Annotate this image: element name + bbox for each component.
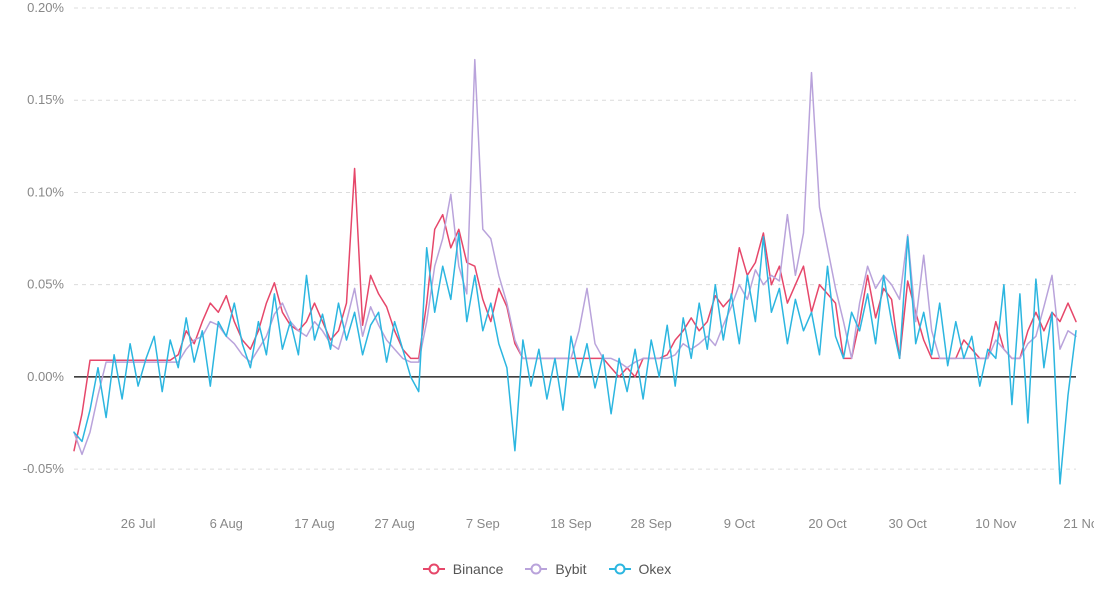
legend-marker [614, 564, 625, 575]
x-tick-label: 6 Aug [210, 516, 243, 531]
y-tick-label: 0.10% [27, 184, 64, 199]
y-tick-label: 0.15% [27, 92, 64, 107]
x-tick-label: 21 Nov [1063, 516, 1094, 531]
chart-canvas: -0.05% 0.00% 0.05% 0.10% 0.15% 0.20% 26 Jul 6 A… [0, 0, 1094, 591]
x-tick-label: 18 Sep [550, 516, 591, 531]
x-tick-label: 7 Sep [466, 516, 500, 531]
funding-rate-chart: -0.05% 0.00% 0.05% 0.10% 0.15% 0.20% 26 Jul 6 A… [0, 0, 1094, 591]
legend-marker [531, 564, 542, 575]
y-tick-label: -0.05% [23, 461, 65, 476]
y-tick-label: 0.20% [27, 0, 64, 15]
x-tick-label: 17 Aug [294, 516, 335, 531]
x-tick-label: 26 Jul [121, 516, 156, 531]
legend-item-bybit[interactable]: Bybit [525, 561, 586, 577]
legend-item-okex[interactable]: Okex [609, 561, 672, 577]
x-tick-label: 20 Oct [808, 516, 847, 531]
x-tick-label: 30 Oct [889, 516, 928, 531]
legend-label: Okex [639, 561, 672, 577]
legend-swatch-bybit [525, 563, 547, 575]
legend-marker [428, 564, 439, 575]
x-tick-label: 28 Sep [631, 516, 672, 531]
y-tick-label: 0.05% [27, 277, 64, 292]
x-tick-label: 9 Oct [724, 516, 755, 531]
legend-label: Bybit [555, 561, 586, 577]
legend-item-binance[interactable]: Binance [423, 561, 504, 577]
y-tick-label: 0.00% [27, 369, 64, 384]
x-tick-label: 10 Nov [975, 516, 1017, 531]
legend: Binance Bybit Okex [0, 561, 1094, 577]
legend-swatch-okex [609, 563, 631, 575]
series-binance [74, 169, 1076, 451]
x-tick-label: 27 Aug [374, 516, 415, 531]
series-bybit [74, 60, 1076, 455]
legend-swatch-binance [423, 563, 445, 575]
legend-label: Binance [453, 561, 504, 577]
